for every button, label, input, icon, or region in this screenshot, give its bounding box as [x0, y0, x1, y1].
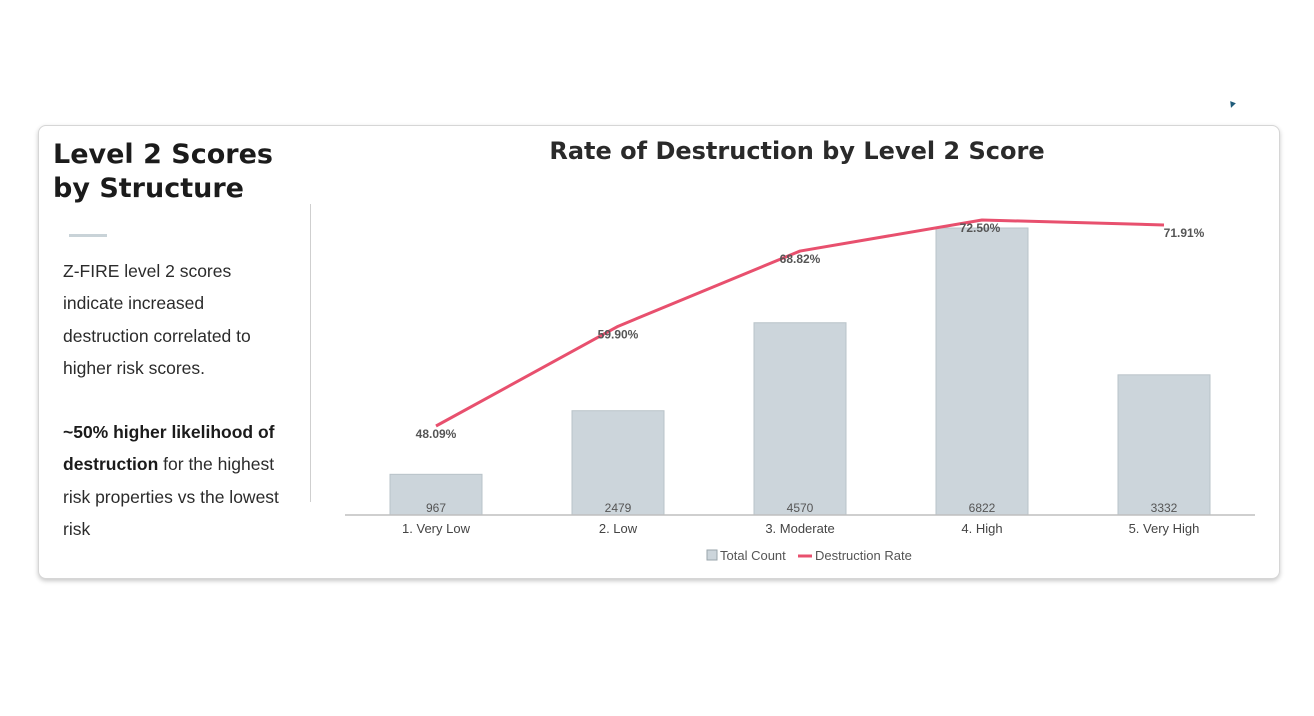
x-tick-label: 4. High: [961, 521, 1002, 536]
text-panel: Level 2 Scores by Structure Z-FIRE level…: [53, 138, 303, 545]
line-value-label: 72.50%: [960, 221, 1001, 235]
bar-value-label: 2479: [605, 501, 632, 515]
chart-title: Rate of Destruction by Level 2 Score: [549, 137, 1044, 165]
panel-divider: [310, 204, 311, 502]
panel-title: Level 2 Scores by Structure: [53, 138, 303, 206]
desc-line: higher risk scores.: [63, 357, 205, 378]
x-tick-label: 3. Moderate: [765, 521, 834, 536]
desc-line: destruction correlated to: [63, 325, 251, 346]
line-value-label: 59.90%: [598, 327, 639, 341]
panel-title-line2: by Structure: [53, 173, 244, 204]
bar-value-label: 6822: [969, 501, 996, 515]
desc-line: indicate increased: [63, 293, 205, 314]
description: Z-FIRE level 2 scores indicate increased…: [63, 255, 295, 545]
combo-chart: Rate of Destruction by Level 2 Score 967 2…: [345, 137, 1255, 563]
panel-title-line1: Level 2 Scores: [53, 139, 273, 170]
desc-line: ~50% higher likelihood of: [63, 416, 295, 448]
highlight-text: ~50% higher likelihood of: [63, 422, 275, 443]
bar: [753, 322, 847, 516]
x-tick-label: 1. Very Low: [402, 521, 471, 536]
bar-value-label: 3332: [1151, 501, 1178, 515]
legend-label-destruction-rate: Destruction Rate: [815, 548, 912, 563]
desc-line: destruction for the highest: [63, 448, 295, 480]
x-tick-label: 5. Very High: [1129, 521, 1200, 536]
bar: [1117, 374, 1211, 516]
bar: [935, 227, 1029, 516]
corner-mark-icon: [1228, 101, 1236, 109]
line-value-label: 71.91%: [1164, 226, 1205, 240]
legend-swatch-total-count: [706, 549, 718, 561]
bar: [389, 473, 483, 516]
desc-text: for the highest: [158, 454, 275, 475]
line-value-label: 68.82%: [780, 252, 821, 266]
chart-card: Level 2 Scores by Structure Z-FIRE level…: [38, 125, 1280, 579]
legend-label-total-count: Total Count: [720, 548, 786, 563]
desc-line: risk: [63, 519, 91, 540]
bar-value-label: 967: [426, 501, 446, 515]
bar: [571, 410, 665, 516]
desc-line: risk properties vs the lowest: [63, 486, 279, 507]
highlight-text: destruction: [63, 454, 159, 475]
title-rule: [69, 234, 107, 237]
bar-value-label: 4570: [787, 501, 814, 515]
desc-line: Z-FIRE level 2 scores: [63, 261, 232, 281]
x-tick-label: 2. Low: [599, 521, 638, 536]
line-value-label: 48.09%: [416, 427, 457, 441]
